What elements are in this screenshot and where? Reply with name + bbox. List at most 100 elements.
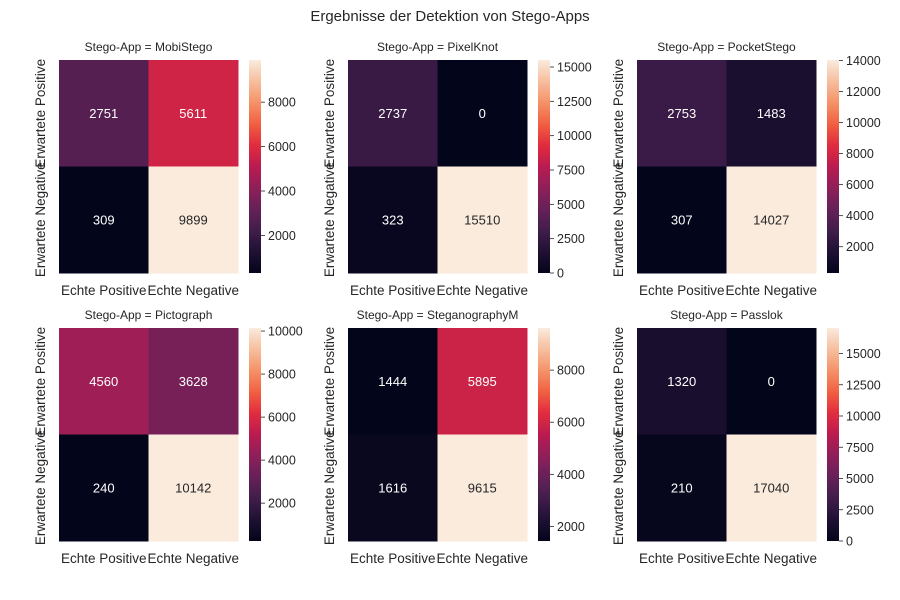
- y-tick-label: Erwartete Positive: [33, 327, 48, 436]
- y-tick-label: Erwartete Positive: [611, 327, 626, 436]
- cell-value-label: 2737: [378, 106, 407, 121]
- heatmap-cell: [59, 60, 149, 167]
- heatmap-cell: [348, 328, 438, 435]
- cell-value-label: 17040: [753, 480, 789, 495]
- cell-value-label: 9899: [179, 212, 208, 227]
- colorbar-tick-label: 4000: [557, 468, 585, 482]
- x-tick-label: Echte Positive: [61, 551, 147, 566]
- x-tick-label: Echte Positive: [350, 283, 436, 298]
- heatmap-cell: [726, 434, 817, 542]
- y-tick-label: Erwartete Negative: [611, 162, 626, 277]
- colorbar-tick-label: 8000: [268, 96, 296, 110]
- cell-value-label: 14027: [753, 212, 789, 227]
- cell-value-label: 309: [93, 212, 115, 227]
- panel-title: Stego-App = PixelKnot: [377, 40, 499, 54]
- x-tick-label: Echte Positive: [61, 283, 147, 298]
- colorbar-tick-label: 14000: [846, 54, 881, 68]
- heatmap-panel: Stego-App = Pictograph 4560 3628 240 10142 Ec…: [33, 308, 303, 566]
- colorbar-tick-label: 4000: [268, 185, 296, 199]
- cell-value-label: 210: [671, 480, 693, 495]
- y-tick-label: Erwartete Negative: [611, 430, 626, 545]
- heatmap-cell: [148, 328, 239, 435]
- heatmap-cell: [437, 166, 528, 274]
- cell-value-label: 5895: [468, 374, 497, 389]
- heatmap-cell: [637, 328, 727, 435]
- colorbar-tick-label: 6000: [268, 411, 296, 425]
- y-tick-label: Erwartete Positive: [322, 59, 337, 168]
- colorbar-tick-label: 10000: [268, 325, 303, 339]
- y-tick-label: Erwartete Negative: [322, 430, 337, 545]
- colorbar-tick-label: 6000: [268, 140, 296, 154]
- heatmap-cell: [726, 328, 817, 435]
- cell-value-label: 0: [479, 106, 486, 121]
- x-tick-label: Echte Negative: [147, 551, 239, 566]
- colorbar-tick-label: 10000: [846, 116, 881, 130]
- cell-value-label: 2751: [89, 106, 118, 121]
- colorbar: [249, 60, 261, 273]
- heatmap-panel: Stego-App = SteganographyM 1444 5895 1616 96…: [322, 308, 585, 566]
- colorbar-tick-label: 15000: [557, 61, 592, 75]
- colorbar-tick-label: 8000: [268, 368, 296, 382]
- heatmap-panel: Stego-App = MobiStego 2751 5611 309 9899 Echt…: [33, 40, 296, 298]
- heatmap-cell: [726, 60, 817, 167]
- cell-value-label: 3628: [179, 374, 208, 389]
- heatmap-cell: [148, 434, 239, 542]
- heatmap-cell: [59, 328, 149, 435]
- x-tick-label: Echte Positive: [350, 551, 436, 566]
- cell-value-label: 1616: [378, 480, 407, 495]
- heatmap-cell: [59, 166, 149, 274]
- heatmap-panel: Stego-App = PocketStego 2753 1483 307 14027 E…: [611, 40, 881, 298]
- panel-title: Stego-App = Pictograph: [85, 308, 213, 322]
- panel-title: Stego-App = SteganographyM: [357, 308, 519, 322]
- colorbar-tick-label: 5000: [557, 198, 585, 212]
- y-tick-label: Erwartete Negative: [33, 430, 48, 545]
- y-tick-label: Erwartete Positive: [322, 327, 337, 436]
- cell-value-label: 0: [768, 374, 775, 389]
- cell-value-label: 5611: [179, 106, 207, 121]
- cell-value-label: 4560: [89, 374, 118, 389]
- colorbar-tick-label: 2000: [268, 229, 296, 243]
- colorbar-tick-label: 2500: [846, 503, 874, 517]
- colorbar-tick-label: 5000: [846, 472, 874, 486]
- heatmap-cell: [59, 434, 149, 542]
- cell-value-label: 323: [382, 212, 404, 227]
- heatmap-cell: [348, 434, 438, 542]
- cell-value-label: 15510: [464, 212, 500, 227]
- x-tick-label: Echte Negative: [725, 551, 817, 566]
- colorbar-tick-label: 12000: [846, 85, 881, 99]
- cell-value-label: 2753: [667, 106, 696, 121]
- heatmap-cell: [437, 60, 528, 167]
- colorbar-tick-label: 10000: [557, 129, 592, 143]
- colorbar-tick-label: 0: [557, 267, 564, 281]
- colorbar-tick-label: 2000: [557, 520, 585, 534]
- heatmap-cell: [637, 166, 727, 274]
- cell-value-label: 10142: [175, 480, 211, 495]
- x-tick-label: Echte Negative: [436, 283, 528, 298]
- heatmap-cell: [437, 328, 528, 435]
- colorbar-tick-label: 6000: [557, 416, 585, 430]
- panel-title: Stego-App = MobiStego: [85, 40, 213, 54]
- heatmap-cell: [148, 166, 239, 274]
- x-tick-label: Echte Positive: [639, 283, 725, 298]
- colorbar-tick-label: 0: [846, 535, 853, 549]
- heatmap-panel: Stego-App = Passlok 1320 0 210 17040 Echte Po…: [611, 308, 881, 566]
- cell-value-label: 307: [671, 212, 693, 227]
- colorbar-tick-label: 2000: [846, 240, 874, 254]
- colorbar: [249, 328, 261, 541]
- x-tick-label: Echte Positive: [639, 551, 725, 566]
- cell-value-label: 240: [93, 480, 115, 495]
- cell-value-label: 9615: [468, 480, 497, 495]
- x-tick-label: Echte Negative: [147, 283, 239, 298]
- colorbar-tick-label: 7500: [557, 164, 585, 178]
- panel-title: Stego-App = PocketStego: [657, 40, 796, 54]
- heatmap-panel: Stego-App = PixelKnot 2737 0 323 15510 Echte …: [322, 40, 592, 298]
- colorbar-tick-label: 12500: [557, 95, 592, 109]
- panel-title: Stego-App = Passlok: [670, 308, 783, 322]
- heatmap-cell: [726, 166, 817, 274]
- colorbar-tick-label: 12500: [846, 378, 881, 392]
- colorbar: [827, 328, 839, 541]
- y-tick-label: Erwartete Negative: [322, 162, 337, 277]
- y-tick-label: Erwartete Positive: [611, 59, 626, 168]
- heatmap-cell: [348, 60, 438, 167]
